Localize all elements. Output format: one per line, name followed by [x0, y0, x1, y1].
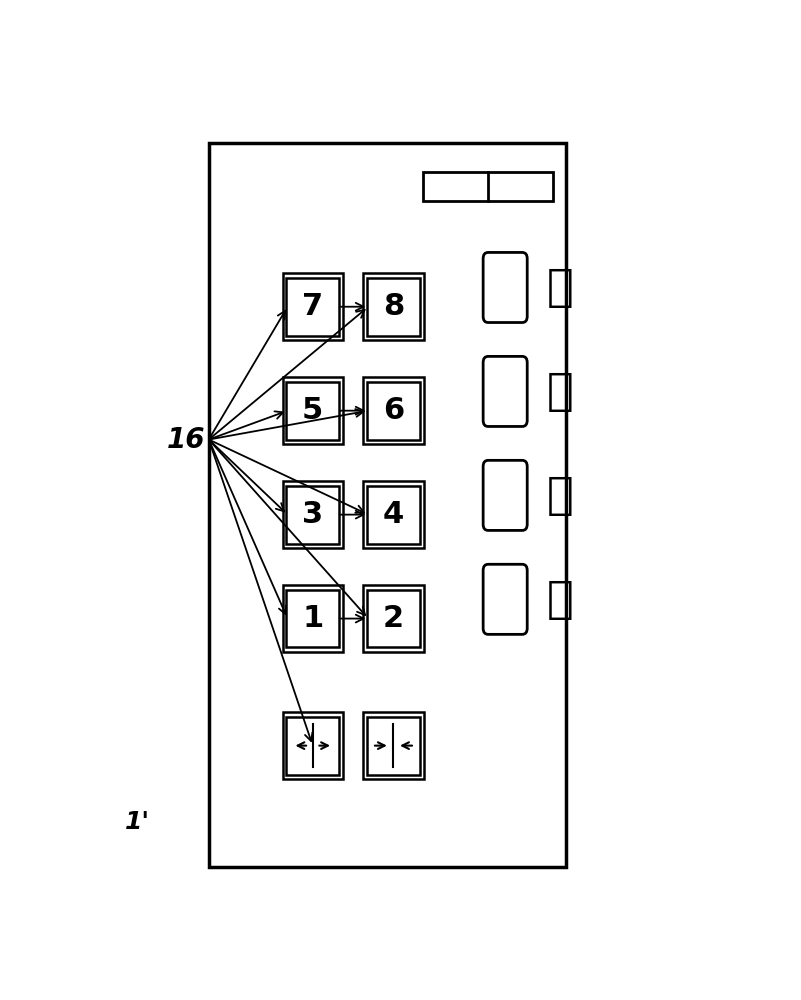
Text: 7: 7: [302, 292, 324, 321]
Bar: [364, 585, 424, 652]
Text: 花: 花: [547, 266, 574, 309]
Text: 1: 1: [302, 604, 324, 633]
Text: 2: 2: [383, 604, 404, 633]
Text: 1': 1': [125, 810, 150, 834]
Text: 6: 6: [383, 396, 404, 425]
Bar: [364, 377, 424, 444]
Bar: [286, 717, 339, 774]
Text: 5: 5: [302, 396, 324, 425]
Bar: [286, 278, 339, 336]
Bar: [283, 712, 343, 779]
Text: 贵: 贵: [547, 578, 574, 621]
Bar: [283, 585, 343, 652]
Bar: [283, 377, 343, 444]
FancyBboxPatch shape: [483, 252, 527, 323]
Bar: [367, 382, 420, 440]
Text: 富: 富: [547, 474, 574, 517]
FancyBboxPatch shape: [483, 564, 527, 634]
Text: 开: 开: [547, 370, 574, 413]
Text: 3: 3: [302, 500, 324, 529]
Bar: [367, 590, 420, 647]
Bar: [286, 486, 339, 544]
Bar: [283, 481, 343, 548]
Bar: [286, 382, 339, 440]
Bar: [283, 273, 343, 340]
Bar: [364, 712, 424, 779]
Bar: [423, 172, 553, 201]
Text: 16: 16: [167, 426, 206, 454]
Bar: [367, 486, 420, 544]
Bar: [364, 273, 424, 340]
FancyBboxPatch shape: [483, 460, 527, 530]
FancyBboxPatch shape: [483, 356, 527, 426]
Bar: [286, 590, 339, 647]
Text: 4: 4: [383, 500, 404, 529]
Text: 8: 8: [383, 292, 404, 321]
Bar: [367, 717, 420, 774]
Bar: [364, 481, 424, 548]
Bar: [367, 278, 420, 336]
Bar: [209, 143, 566, 867]
